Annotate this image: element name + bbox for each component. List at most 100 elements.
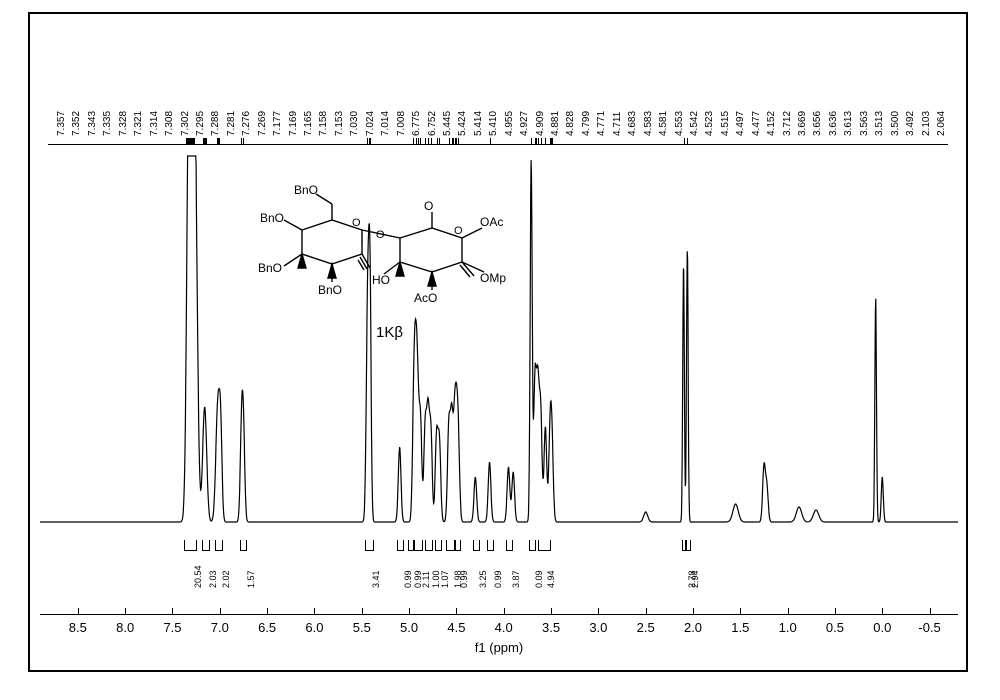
integral-value: 0.99 [493, 570, 503, 588]
peak-ppm-label: 3.636 [828, 111, 839, 136]
integral-bracket [202, 540, 210, 551]
peak-tick [206, 138, 207, 145]
peak-labels-top: 7.3577.3527.3437.3357.3287.3217.3147.308… [30, 18, 966, 138]
integral-bracket [487, 540, 494, 551]
peak-tick [541, 138, 542, 145]
peak-ppm-label: 4.542 [689, 111, 700, 136]
peak-ppm-label: 4.583 [643, 111, 654, 136]
peak-tick [413, 138, 414, 145]
peak-ppm-label: 3.669 [797, 111, 808, 136]
peak-tick [449, 138, 450, 145]
integral-bracket [538, 540, 551, 551]
integral-bracket [414, 540, 424, 551]
svg-text:AcO: AcO [414, 291, 437, 305]
integral-bracket [184, 540, 197, 551]
integral-value: 2.02 [221, 570, 231, 588]
peak-tick [552, 138, 553, 145]
axis-tick-label: 4.0 [495, 620, 513, 635]
integral-value: 1.57 [246, 570, 256, 588]
peak-ppm-label: 6.775 [411, 111, 422, 136]
axis-tick [788, 608, 789, 615]
peak-ppm-label: 4.515 [720, 111, 731, 136]
peak-ppm-label: 4.152 [766, 111, 777, 136]
axis-tick [314, 608, 315, 615]
peak-tick [194, 138, 195, 145]
svg-text:BnO: BnO [258, 261, 282, 275]
molecule-structure: BnO BnO BnO BnO HO AcO OAc O O O OMp O [254, 172, 554, 332]
peak-ppm-label: 2.064 [936, 111, 947, 136]
peak-ppm-label: 2.103 [921, 111, 932, 136]
peak-ppm-label: 4.581 [658, 111, 669, 136]
peak-tick [687, 138, 688, 145]
integral-value: 2.03 [208, 570, 218, 588]
axis-tick [930, 608, 931, 615]
peak-tick [243, 138, 244, 145]
peak-ppm-label: 5.414 [473, 111, 484, 136]
peak-ppm-label: 7.335 [102, 111, 113, 136]
peak-tick [428, 138, 429, 145]
integral-value: 3.25 [478, 570, 488, 588]
axis-tick-label: 6.5 [258, 620, 276, 635]
peak-ppm-label: 4.927 [519, 111, 530, 136]
peak-ppm-label: 7.158 [318, 111, 329, 136]
peak-tick [241, 138, 242, 145]
axis-tick-label: 7.0 [211, 620, 229, 635]
peak-tick [439, 138, 440, 145]
peak-ppm-label: 4.523 [704, 111, 715, 136]
peak-tick [416, 138, 417, 145]
peak-tick [370, 138, 371, 145]
axis-tick [125, 608, 126, 615]
axis-tick [551, 608, 552, 615]
peak-ppm-label: 7.357 [56, 111, 67, 136]
axis-tick [504, 608, 505, 615]
integral-value: 2.11 [421, 571, 431, 588]
axis-tick-label: 8.0 [116, 620, 134, 635]
axis-tick-label: 8.5 [69, 620, 87, 635]
peak-ppm-label: 4.881 [550, 111, 561, 136]
axis-tick-label: -0.5 [918, 620, 940, 635]
peak-ppm-label: 3.613 [843, 111, 854, 136]
svg-text:OMp: OMp [480, 271, 506, 285]
peak-ppm-label: 4.477 [751, 111, 762, 136]
axis-tick-label: 3.5 [542, 620, 560, 635]
peak-tick [431, 138, 432, 145]
peak-ppm-label: 7.352 [71, 111, 82, 136]
peak-tick [536, 138, 537, 145]
peak-tick [367, 138, 368, 145]
peak-ppm-label: 7.281 [226, 111, 237, 136]
axis-tick [646, 608, 647, 615]
svg-text:O: O [352, 217, 361, 229]
integral-bracket [240, 540, 248, 551]
integral-bracket [435, 540, 443, 551]
axis-tick-label: 5.0 [400, 620, 418, 635]
axis-tick-label: 4.5 [447, 620, 465, 635]
integral-value: 0.99 [403, 570, 413, 588]
integral-bracket [473, 540, 481, 551]
svg-text:BnO: BnO [318, 283, 342, 297]
peak-tick [490, 138, 491, 145]
axis-tick-label: 7.5 [163, 620, 181, 635]
peak-ppm-label: 4.909 [535, 111, 546, 136]
axis-tick-label: 0.0 [873, 620, 891, 635]
integral-value: 1.07 [440, 570, 450, 588]
peak-ppm-label: 6.752 [427, 111, 438, 136]
axis-tick [409, 608, 410, 615]
peak-ppm-label: 7.314 [149, 111, 160, 136]
peak-ppm-label: 7.177 [272, 111, 283, 136]
axis-tick [362, 608, 363, 615]
integral-labels: 20.542.032.021.573.410.990.992.111.001.0… [30, 540, 966, 596]
peak-ppm-label: 3.500 [890, 111, 901, 136]
integral-value: 3.41 [371, 570, 381, 588]
peak-ppm-label: 5.445 [442, 111, 453, 136]
peak-ppm-label: 7.328 [118, 111, 129, 136]
peak-tick [219, 138, 220, 145]
integral-value: 0.09 [534, 570, 544, 588]
peak-ppm-label: 4.828 [565, 111, 576, 136]
integral-value: 2.94 [690, 570, 700, 588]
axis-tick [598, 608, 599, 615]
peak-ppm-label: 3.492 [905, 111, 916, 136]
peak-ppm-label: 7.276 [241, 111, 252, 136]
peak-tick [531, 138, 532, 145]
integral-value: 0.99 [459, 570, 469, 588]
svg-text:O: O [454, 225, 463, 237]
